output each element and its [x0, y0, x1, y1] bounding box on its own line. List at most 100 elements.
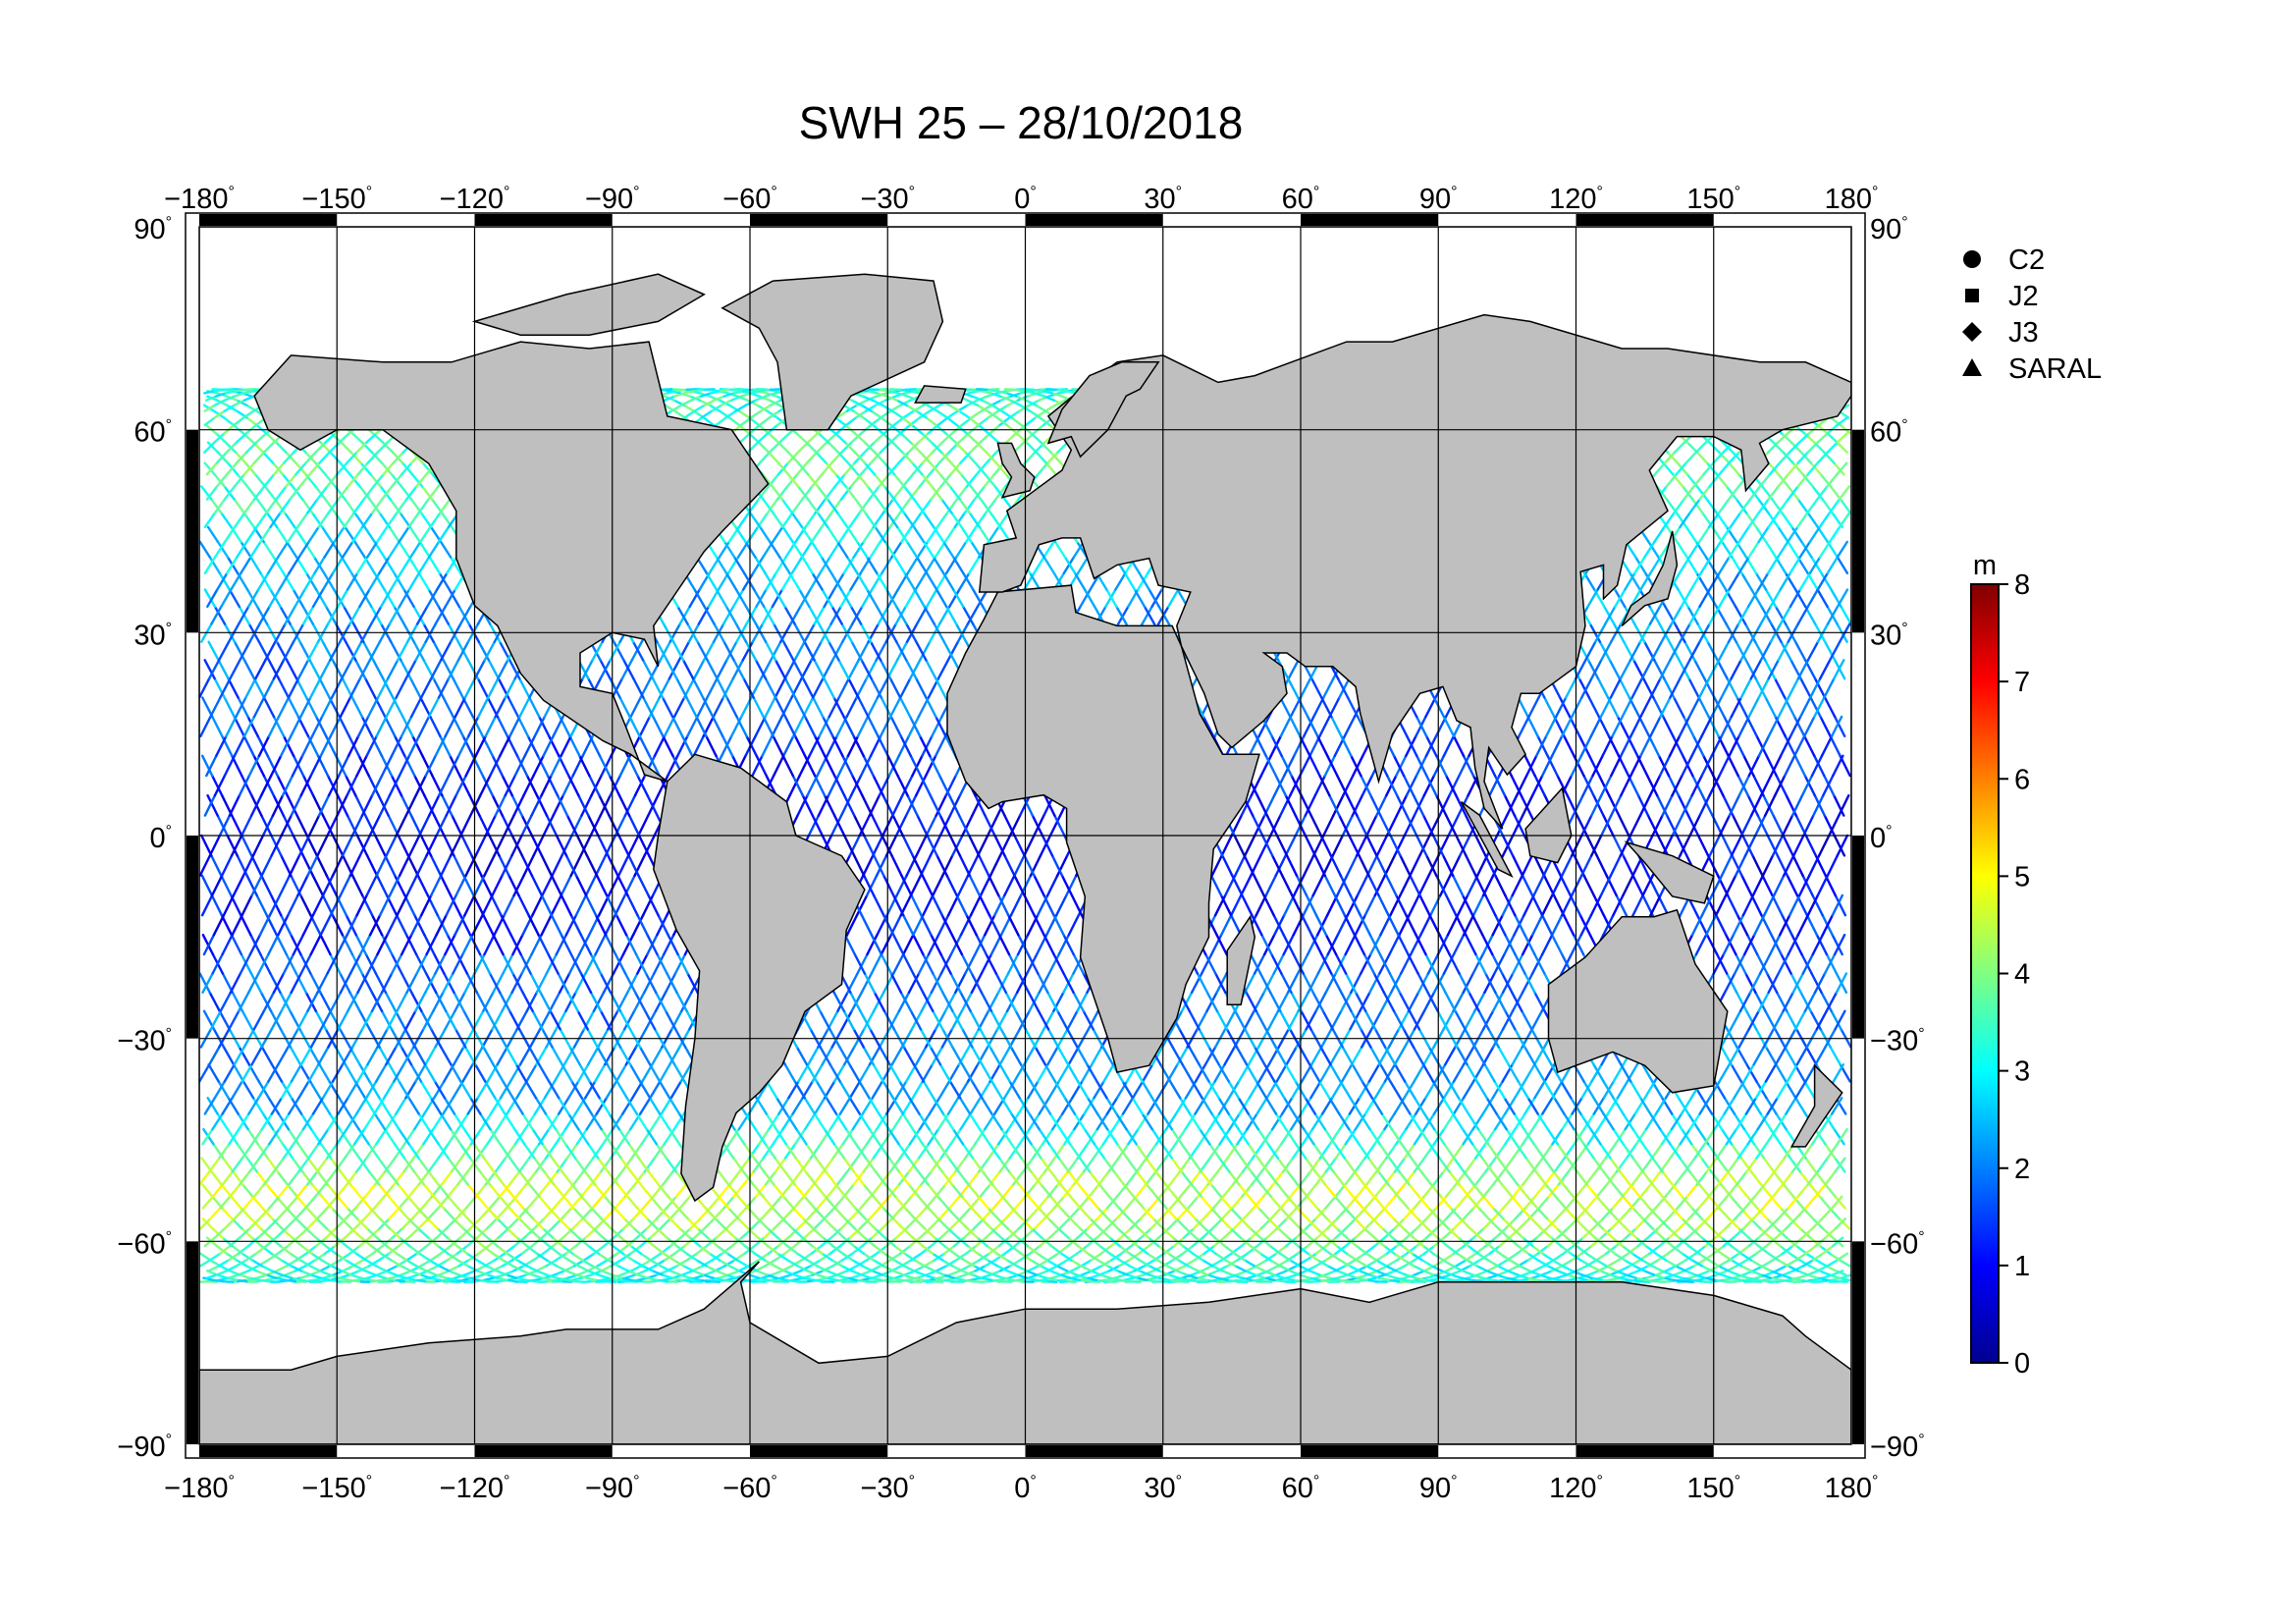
- triangle-icon: [1962, 358, 1982, 376]
- frame-bar: [1025, 214, 1163, 226]
- land-indonesia-borneo: [1524, 786, 1573, 864]
- lon-tick-label-top: −30°: [860, 184, 915, 215]
- map-frame: [185, 212, 1866, 1459]
- legend-label: J2: [2008, 281, 2039, 312]
- lon-tick-label-top: −60°: [722, 184, 777, 215]
- frame-bar: [1575, 1445, 1714, 1457]
- lon-tick-label-top: 0°: [1014, 184, 1037, 215]
- lat-tick-label-right: −90°: [1870, 1432, 1925, 1463]
- lon-tick-label-top: 30°: [1144, 184, 1182, 215]
- frame-bar: [187, 1241, 198, 1444]
- legend-label: J3: [2008, 317, 2039, 349]
- frame-bar: [199, 1445, 338, 1457]
- frame-bar: [750, 1445, 888, 1457]
- land-north-america: [253, 341, 770, 783]
- frame-bar: [187, 836, 198, 1039]
- lat-tick-label-left: −90°: [117, 1432, 172, 1463]
- lon-tick-label-bottom: 30°: [1144, 1473, 1182, 1504]
- frame-bar: [187, 429, 198, 633]
- land-eurasia: [978, 313, 1851, 830]
- lat-tick-label-left: 60°: [133, 417, 172, 449]
- legend-item: C2: [1963, 244, 2045, 276]
- colorbar-tick-label: 2: [2014, 1154, 2030, 1185]
- lat-tick-label-right: −30°: [1870, 1026, 1925, 1057]
- lat-tick-label-right: 60°: [1870, 417, 1908, 449]
- lon-tick-label-top: 90°: [1419, 184, 1458, 215]
- lon-tick-label-top: 180°: [1825, 184, 1879, 215]
- lon-tick-label-top: −150°: [301, 184, 372, 215]
- lat-tick-label-left: 30°: [133, 620, 172, 651]
- graticule: [199, 227, 1851, 1444]
- land-scandinavia: [1046, 361, 1160, 459]
- lon-tick-label-bottom: 150°: [1686, 1473, 1740, 1504]
- colorbar-ramp: [1970, 583, 2000, 1364]
- land-japan: [1621, 530, 1679, 626]
- lon-tick-label-top: 150°: [1686, 184, 1740, 215]
- lon-tick-label-top: −90°: [585, 184, 640, 215]
- lon-tick-label-bottom: −30°: [860, 1473, 915, 1504]
- frame-bar: [1852, 429, 1864, 633]
- lon-tick-label-bottom: −150°: [301, 1473, 372, 1504]
- colorbar-tick-label: 8: [2014, 569, 2030, 601]
- frame-bar: [199, 214, 338, 226]
- lon-tick-label-top: −120°: [440, 184, 510, 215]
- legend-label: C2: [2008, 244, 2045, 276]
- square-icon: [1965, 289, 1979, 302]
- frame-bar: [1301, 1445, 1439, 1457]
- lat-tick-label-right: 90°: [1870, 214, 1908, 245]
- frame-bar: [474, 1445, 613, 1457]
- lat-tick-label-right: 0°: [1870, 823, 1893, 854]
- colorbar-tick-label: 4: [2014, 959, 2030, 991]
- lon-tick-label-bottom: −60°: [722, 1473, 777, 1504]
- lon-tick-label-bottom: 180°: [1825, 1473, 1879, 1504]
- diamond-icon: [1962, 322, 1982, 342]
- colorbar-tick-label: 0: [2014, 1348, 2030, 1380]
- lat-tick-label-left: −60°: [117, 1228, 172, 1260]
- land-australia: [1547, 908, 1729, 1094]
- lon-tick-label-bottom: 60°: [1282, 1473, 1320, 1504]
- land-south-america: [653, 753, 866, 1203]
- axis-tick-labels: −180° −180° −150° −150° −120° −120° −90° −90° −6…: [117, 184, 1924, 1504]
- lon-tick-label-bottom: 0°: [1014, 1473, 1037, 1504]
- frame-bar: [1852, 1241, 1864, 1444]
- frame-bar: [474, 214, 613, 226]
- lon-tick-label-top: −180°: [164, 184, 235, 215]
- legend-label: SARAL: [2008, 353, 2102, 385]
- frame-bar: [1025, 1445, 1163, 1457]
- land-iceland: [914, 385, 967, 404]
- lon-tick-label-top: 60°: [1282, 184, 1320, 215]
- frame-bar: [1575, 214, 1714, 226]
- satellite-legend: C2 J2 J3 SARAL: [1962, 244, 2102, 385]
- lon-tick-label-bottom: 90°: [1419, 1473, 1458, 1504]
- swh-colorbar: m 0 1 2 3 4 5 6 7 8: [1970, 550, 2030, 1380]
- legend-item: J2: [1965, 281, 2039, 312]
- circle-icon: [1963, 250, 1981, 268]
- lat-tick-label-right: −60°: [1870, 1228, 1925, 1260]
- frame-bar: [1852, 836, 1864, 1039]
- colorbar-tick-label: 3: [2014, 1056, 2030, 1088]
- chart-title: SWH 25 – 28/10/2018: [799, 97, 1244, 148]
- map-area: [199, 227, 1851, 1444]
- land-new-zealand: [1789, 1063, 1843, 1148]
- land-sumatra: [1460, 800, 1514, 878]
- frame-bar: [750, 214, 888, 226]
- lat-tick-label-right: 30°: [1870, 620, 1908, 651]
- lon-tick-label-top: 120°: [1549, 184, 1603, 215]
- legend-item: SARAL: [1962, 353, 2102, 385]
- lon-tick-label-bottom: 120°: [1549, 1473, 1603, 1504]
- land-new-guinea: [1624, 840, 1715, 904]
- colorbar-tick-label: 1: [2014, 1251, 2030, 1282]
- colorbar-tick-label: 7: [2014, 667, 2030, 698]
- lat-tick-label-left: 90°: [133, 214, 172, 245]
- colorbar-tick-label: 5: [2014, 861, 2030, 893]
- lat-tick-label-left: −30°: [117, 1026, 172, 1057]
- lon-tick-label-bottom: −90°: [585, 1473, 640, 1504]
- land-arctic-islands: [471, 273, 706, 336]
- frame-bar: [1301, 214, 1439, 226]
- colorbar-tick-label: 6: [2014, 764, 2030, 795]
- lon-tick-label-bottom: −120°: [440, 1473, 510, 1504]
- land-madagascar: [1226, 914, 1256, 1005]
- lat-tick-label-left: 0°: [149, 823, 172, 854]
- lon-tick-label-bottom: −180°: [164, 1473, 235, 1504]
